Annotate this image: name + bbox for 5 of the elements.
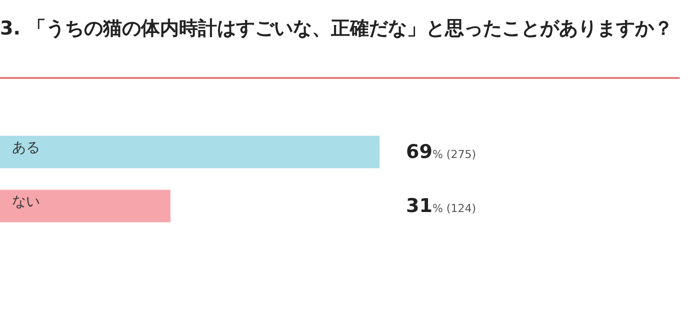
chart-title: 3. 「うちの猫の体内時計はすごいな、正確だな」と思ったことがありますか？ bbox=[0, 18, 674, 40]
data-label: 31% (124) bbox=[406, 195, 476, 217]
y-tick-label: ある bbox=[12, 140, 40, 156]
data-label: 69% (275) bbox=[406, 141, 476, 163]
y-tick-label: ない bbox=[12, 194, 40, 210]
